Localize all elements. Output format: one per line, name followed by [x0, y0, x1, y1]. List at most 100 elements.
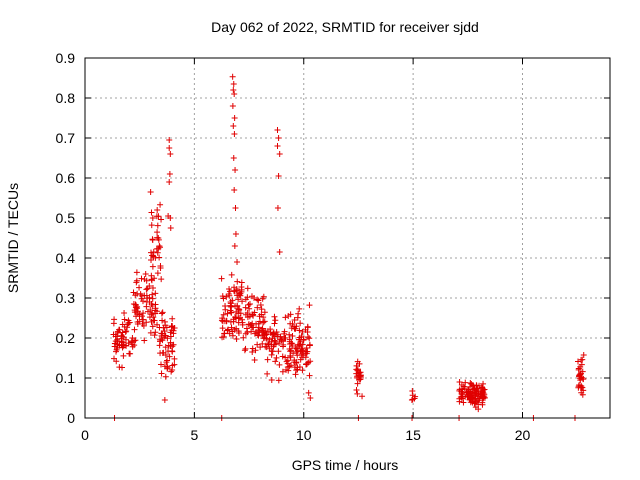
- data-point: [119, 321, 126, 328]
- data-point: [265, 340, 272, 347]
- data-point: [231, 115, 238, 121]
- data-point: [266, 345, 273, 352]
- data-point: [134, 310, 141, 317]
- data-point: [119, 339, 126, 346]
- data-point: [132, 337, 139, 344]
- data-point: [243, 325, 250, 332]
- data-point: [242, 304, 249, 311]
- data-point: [157, 361, 164, 368]
- y-tick-label: 0.7: [56, 130, 76, 146]
- data-point: [235, 310, 242, 317]
- data-point: [131, 337, 138, 344]
- data-point: [233, 325, 240, 332]
- data-point: [162, 344, 169, 351]
- data-point: [149, 323, 156, 330]
- data-point: [123, 328, 130, 335]
- data-point: [456, 398, 463, 405]
- chart-title: Day 062 of 2022, SRMTID for receiver sjd…: [211, 19, 479, 35]
- data-point: [235, 329, 242, 336]
- data-point: [258, 306, 265, 313]
- data-point: [163, 359, 170, 366]
- data-point: [171, 324, 178, 331]
- data-point: [233, 335, 240, 342]
- data-point: [228, 324, 235, 331]
- data-point: [148, 222, 155, 229]
- data-point: [159, 317, 166, 324]
- data-point: [143, 286, 150, 293]
- data-point: [292, 325, 299, 332]
- data-point: [461, 385, 468, 392]
- y-tick-label: 0.2: [56, 330, 76, 346]
- data-point: [166, 171, 173, 177]
- data-point: [255, 320, 262, 327]
- data-point: [245, 301, 252, 308]
- data-point: [232, 205, 239, 211]
- y-tick-label: 0.5: [56, 210, 76, 226]
- data-point: [124, 321, 131, 328]
- data-point: [152, 310, 159, 317]
- data-point: [158, 216, 165, 223]
- data-point: [293, 367, 300, 374]
- data-point: [462, 379, 469, 386]
- data-point: [306, 302, 313, 309]
- data-point: [140, 310, 147, 317]
- data-point: [132, 292, 139, 299]
- data-point: [269, 331, 276, 338]
- data-point: [148, 277, 155, 284]
- x-tick-label: 20: [515, 427, 531, 443]
- data-point: [480, 387, 487, 394]
- data-point: [146, 299, 153, 306]
- y-tick-label: 0.9: [56, 50, 76, 66]
- data-point: [147, 329, 154, 336]
- data-point: [143, 277, 150, 284]
- data-point: [154, 249, 161, 256]
- data-point: [230, 87, 237, 93]
- data-point: [230, 155, 237, 161]
- data-point: [120, 352, 127, 359]
- data-point: [304, 334, 311, 341]
- data-point: [478, 391, 485, 398]
- data-point: [481, 386, 488, 393]
- data-point: [131, 309, 138, 316]
- data-point: [307, 358, 314, 365]
- data-point: [471, 395, 478, 402]
- data-point: [244, 285, 251, 292]
- data-point: [575, 366, 582, 373]
- data-point: [151, 317, 158, 324]
- data-point: [236, 291, 243, 298]
- data-point: [256, 313, 263, 320]
- data-point: [254, 341, 261, 348]
- data-point: [291, 317, 298, 324]
- data-point: [475, 406, 482, 413]
- data-point: [296, 327, 303, 334]
- data-point: [221, 330, 228, 337]
- data-point: [578, 389, 585, 396]
- data-point: [218, 275, 225, 282]
- data-point: [279, 368, 286, 375]
- data-point: [268, 341, 275, 348]
- data-point: [466, 396, 473, 403]
- data-point: [139, 316, 146, 323]
- data-point: [219, 315, 226, 322]
- data-point: [260, 293, 267, 300]
- data-point: [264, 370, 271, 377]
- data-point: [149, 215, 156, 221]
- data-point: [354, 358, 361, 365]
- data-point: [460, 399, 467, 406]
- data-point: [282, 314, 289, 321]
- data-point: [242, 311, 249, 318]
- data-point: [305, 389, 312, 396]
- data-point: [251, 356, 258, 363]
- x-tick-label: 5: [190, 427, 198, 443]
- data-point: [287, 354, 294, 361]
- data-point: [458, 388, 465, 395]
- data-point: [269, 348, 276, 355]
- data-point: [158, 310, 165, 317]
- data-point: [237, 314, 244, 321]
- data-point: [121, 309, 128, 316]
- data-point: [286, 336, 293, 343]
- data-point: [157, 350, 164, 357]
- data-point: [229, 332, 236, 339]
- axis-ticks: 0 0.1 0.2 0.3 0.4 0.5 0.6 0.7 0.8 0.9 0 5 10 15 20: [56, 50, 610, 443]
